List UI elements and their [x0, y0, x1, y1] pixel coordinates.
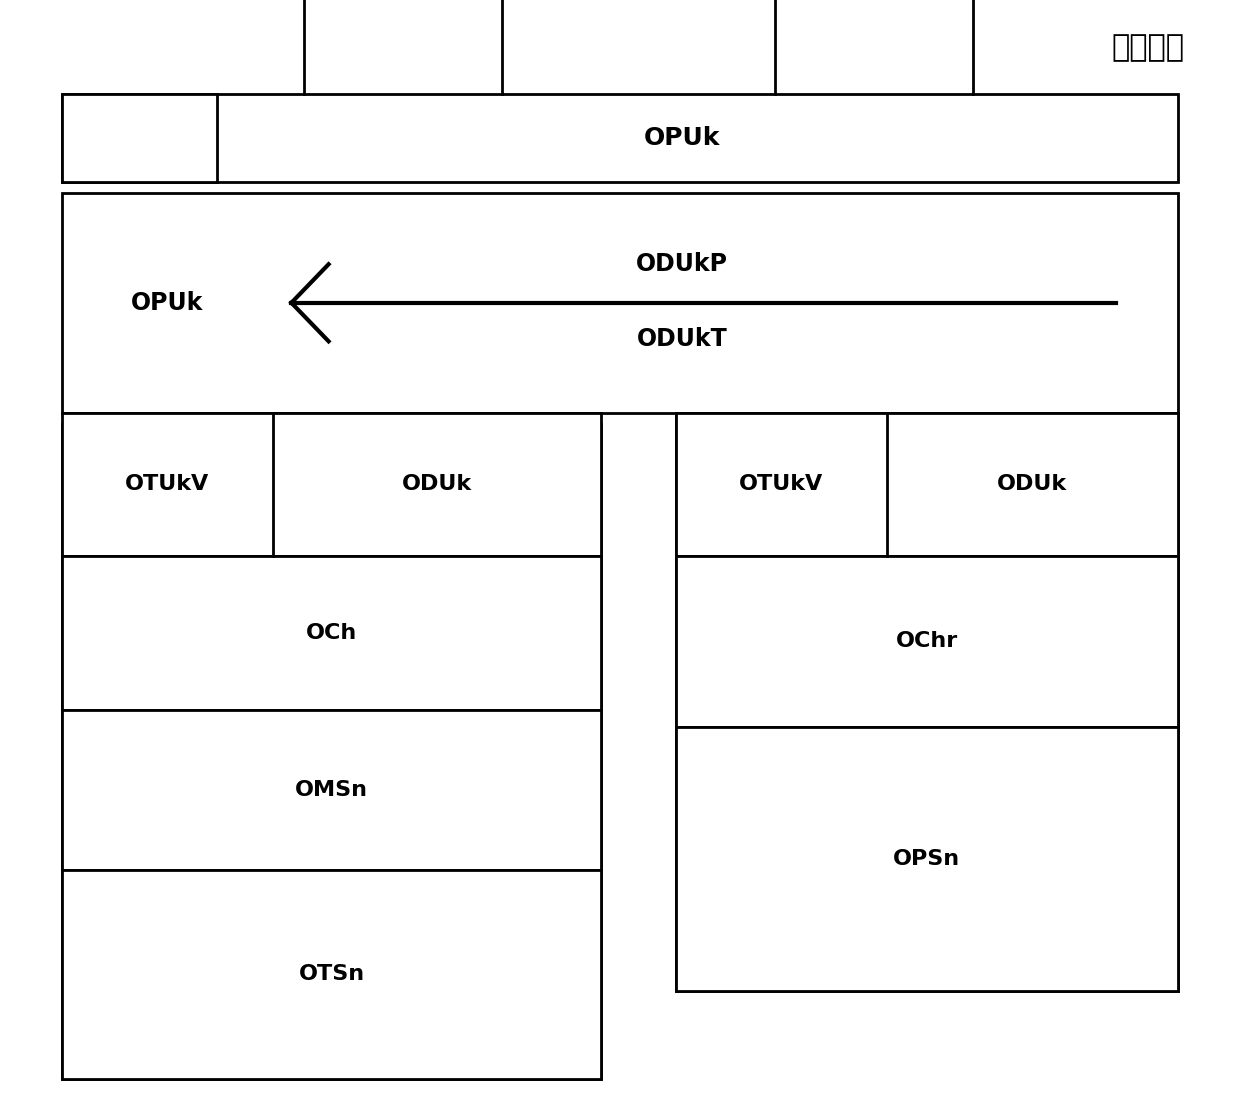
Bar: [62, 94, 217, 182]
Bar: [62, 424, 601, 1079]
Text: OTUkV: OTUkV: [125, 475, 210, 494]
Text: OPUk: OPUk: [644, 126, 720, 150]
Text: OMSn: OMSn: [295, 780, 368, 800]
Text: OPUk: OPUk: [131, 291, 203, 315]
Bar: [676, 413, 1178, 991]
Bar: [62, 710, 601, 870]
Text: ODUk: ODUk: [402, 475, 472, 494]
Text: OChr: OChr: [895, 631, 959, 652]
Text: OPSn: OPSn: [893, 849, 961, 869]
Bar: [62, 413, 601, 556]
Bar: [62, 556, 601, 710]
Bar: [676, 556, 1178, 727]
Bar: [676, 727, 1178, 991]
Bar: [62, 870, 601, 1079]
Text: OTSn: OTSn: [299, 964, 365, 984]
Text: 客户信号: 客户信号: [1111, 33, 1184, 62]
Text: OCh: OCh: [306, 623, 357, 643]
Text: ODUkP: ODUkP: [636, 252, 728, 276]
Bar: [62, 193, 1178, 413]
Text: OTUkV: OTUkV: [739, 475, 823, 494]
Text: ODUk: ODUk: [997, 475, 1068, 494]
Bar: [62, 94, 1178, 182]
Text: ODUkT: ODUkT: [636, 327, 728, 351]
Bar: [676, 413, 1178, 556]
